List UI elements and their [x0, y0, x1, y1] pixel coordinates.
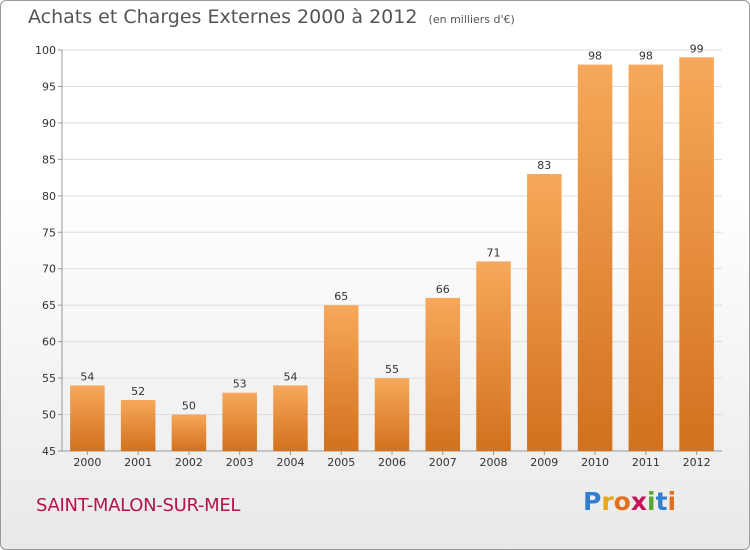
- x-tick-label: 2000: [73, 456, 101, 469]
- bar: [323, 305, 359, 451]
- data-label: 53: [233, 378, 247, 391]
- data-label: 83: [537, 159, 551, 172]
- y-tick-label: 65: [42, 299, 56, 312]
- chart-subtitle: (en milliers d'€): [428, 13, 515, 26]
- bar: [374, 378, 410, 451]
- x-tick-label: 2007: [429, 456, 457, 469]
- data-label: 52: [131, 385, 145, 398]
- logo-letter: i: [647, 487, 656, 516]
- y-tick-label: 90: [42, 117, 56, 130]
- logo-letter: x: [630, 487, 647, 516]
- x-tick-label: 2003: [226, 456, 254, 469]
- data-label: 98: [588, 50, 602, 63]
- x-tick-label: 2004: [276, 456, 304, 469]
- logo-letter: t: [655, 487, 668, 516]
- logo-letter: r: [601, 487, 614, 516]
- bar: [679, 57, 714, 452]
- data-label: 98: [639, 50, 653, 63]
- bar: [476, 261, 511, 451]
- bar: [425, 297, 461, 451]
- x-tick-label: 2012: [683, 456, 711, 469]
- chart-title: Achats et Charges Externes 2000 à 2012: [28, 6, 418, 28]
- y-tick-label: 85: [42, 153, 56, 166]
- bar: [628, 64, 664, 451]
- y-tick-label: 50: [42, 409, 56, 422]
- labels: 45 50 55 60 65 70 75 80 85 90 95 100 54 2000 52 2001 50 2…: [35, 42, 711, 469]
- x-tick-label: 2006: [378, 456, 406, 469]
- data-label: 99: [690, 42, 704, 55]
- y-tick-label: 75: [42, 226, 56, 239]
- logo-letter: o: [613, 487, 631, 516]
- data-label: 50: [182, 400, 196, 413]
- bar: [70, 385, 105, 451]
- bar: [577, 64, 613, 451]
- bar: [273, 385, 308, 451]
- data-label: 65: [334, 290, 348, 303]
- data-label: 55: [385, 363, 399, 376]
- y-tick-label: 100: [35, 44, 56, 57]
- data-label: 66: [436, 283, 450, 296]
- x-tick-label: 2010: [581, 456, 609, 469]
- x-tick-label: 2008: [480, 456, 508, 469]
- y-tick-label: 60: [42, 336, 56, 349]
- logo-letter: P: [583, 487, 602, 516]
- data-label: 54: [283, 370, 297, 383]
- y-tick-label: 95: [42, 80, 56, 93]
- bars: [70, 57, 714, 452]
- data-label: 71: [487, 246, 501, 259]
- x-tick-label: 2001: [124, 456, 152, 469]
- commune-name: SAINT-MALON-SUR-MEL: [36, 495, 241, 516]
- bar: [527, 173, 562, 452]
- bar: [171, 414, 207, 451]
- x-tick-label: 2005: [327, 456, 355, 469]
- y-tick-label: 70: [42, 263, 56, 276]
- data-label: 54: [80, 370, 94, 383]
- y-tick-label: 55: [42, 372, 56, 385]
- logo-letter: i: [667, 487, 677, 516]
- x-tick-label: 2011: [632, 456, 660, 469]
- y-tick-label: 80: [42, 190, 56, 203]
- proxiti-logo: Proxiti: [583, 487, 676, 516]
- x-tick-label: 2009: [530, 456, 558, 469]
- chart-header: Achats et Charges Externes 2000 à 2012 (…: [28, 6, 515, 28]
- y-tick-label: 45: [42, 445, 56, 458]
- x-tick-label: 2002: [175, 456, 203, 469]
- bar: [120, 399, 156, 451]
- bar: [222, 392, 257, 451]
